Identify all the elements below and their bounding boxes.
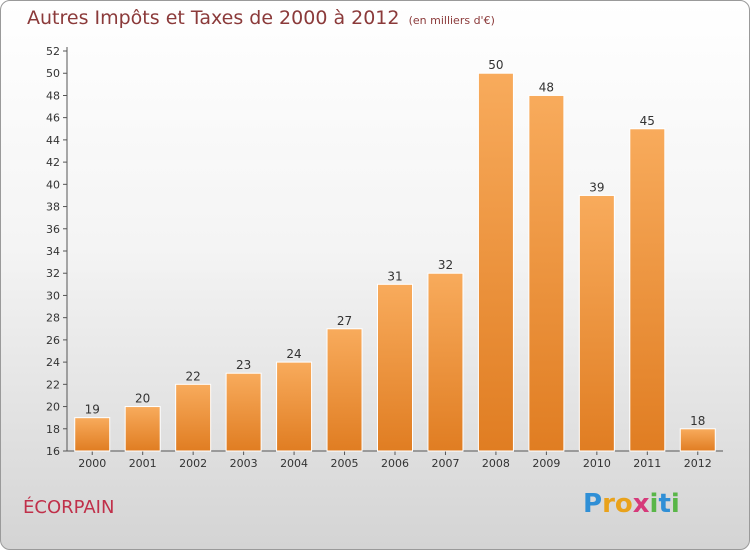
bar-value-label: 19 [85,403,100,417]
y-tick-label: 46 [46,112,60,125]
bar-value-label: 18 [690,414,705,428]
y-tick-label: 20 [46,401,60,414]
x-tick-label: 2004 [280,457,308,470]
bar [477,72,514,452]
y-tick-label: 50 [46,67,60,80]
bar-value-label: 48 [539,80,554,94]
bar-value-label: 22 [186,369,201,383]
logo-letter: i [670,489,680,519]
logo-letter: i [649,489,659,519]
logo-letter: x [632,489,650,519]
bar [578,194,615,452]
logo-letter: o [614,489,633,519]
x-tick-label: 2012 [684,457,712,470]
bar-value-label: 20 [135,392,150,406]
x-tick-label: 2006 [381,457,409,470]
y-tick-label: 30 [46,289,60,302]
bar [629,128,666,452]
chart-subtitle: (en milliers d'€) [408,14,495,27]
x-tick-label: 2001 [129,457,157,470]
y-tick-label: 38 [46,201,60,214]
y-tick-label: 48 [46,89,60,102]
bar [74,417,111,452]
bar-value-label: 23 [236,358,251,372]
bar [175,383,212,452]
bar [225,372,262,452]
y-tick-label: 52 [46,45,60,58]
bar-value-label: 50 [488,58,503,72]
bar [377,283,413,452]
bar-value-label: 24 [286,347,301,361]
commune-name: ÉCORPAIN [23,497,115,518]
y-tick-label: 26 [46,334,60,347]
bar [427,272,464,452]
y-tick-label: 22 [46,378,60,391]
proxiti-logo: Proxiti [583,489,680,519]
logo-letter: P [583,489,603,519]
bar-value-label: 45 [640,114,655,128]
y-tick-label: 36 [46,223,60,236]
bar-value-label: 27 [337,314,352,328]
bar [326,328,363,452]
x-tick-label: 2008 [482,457,510,470]
bar-value-label: 32 [438,258,453,272]
y-tick-label: 44 [46,134,60,147]
bar [679,428,716,452]
x-tick-label: 2005 [331,457,359,470]
y-tick-label: 18 [46,423,60,436]
bar [276,361,313,452]
x-tick-label: 2003 [230,457,258,470]
y-tick-label: 34 [46,245,60,258]
y-tick-label: 24 [46,356,60,369]
logo-letter: r [602,489,615,519]
chart-title: Autres Impôts et Taxes de 2000 à 2012 (e… [27,7,495,29]
y-tick-label: 40 [46,178,60,191]
y-tick-label: 16 [46,445,60,458]
y-tick-label: 32 [46,267,60,280]
bar [124,406,161,452]
x-tick-label: 2011 [633,457,661,470]
bar [528,94,565,452]
bar-value-label: 39 [589,180,604,194]
x-tick-label: 2007 [431,457,459,470]
x-tick-label: 2010 [583,457,611,470]
x-tick-label: 2009 [532,457,560,470]
chart-title-text: Autres Impôts et Taxes de 2000 à 2012 [27,7,400,29]
logo-letter: t [658,489,671,519]
bar-value-label: 31 [387,269,402,283]
x-tick-label: 2002 [179,457,207,470]
y-tick-label: 42 [46,156,60,169]
x-tick-label: 2000 [78,457,106,470]
y-tick-label: 28 [46,312,60,325]
